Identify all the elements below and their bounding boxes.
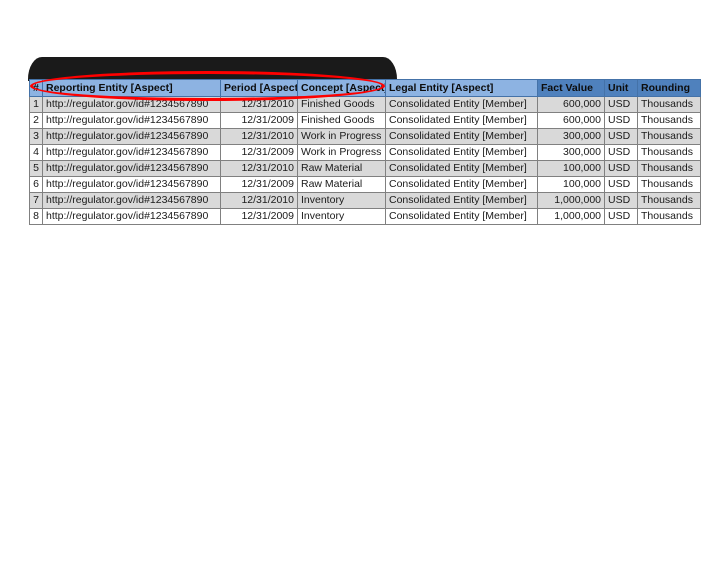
cell-legal[interactable]: Consolidated Entity [Member] xyxy=(385,112,538,129)
column-header-entity[interactable]: Reporting Entity [Aspect] xyxy=(42,79,221,97)
table-header: # Reporting Entity [Aspect] Period [Aspe… xyxy=(29,79,701,97)
cell-concept[interactable]: Raw Material xyxy=(297,176,386,193)
cell-fact[interactable]: 300,000 xyxy=(537,144,605,161)
cell-unit[interactable]: USD xyxy=(604,208,638,225)
table-row[interactable]: 6 http://regulator.gov/id#1234567890 12/31… xyxy=(29,176,701,193)
cell-period[interactable]: 12/31/2010 xyxy=(220,128,298,145)
cell-legal[interactable]: Consolidated Entity [Member] xyxy=(385,160,538,177)
cell-unit[interactable]: USD xyxy=(604,128,638,145)
cell-concept[interactable]: Work in Progress xyxy=(297,144,386,161)
cell-round[interactable]: Thousands xyxy=(637,128,701,145)
cell-index[interactable]: 3 xyxy=(29,128,43,145)
cell-period[interactable]: 12/31/2010 xyxy=(220,160,298,177)
cell-legal[interactable]: Consolidated Entity [Member] xyxy=(385,128,538,145)
table-row[interactable]: 3 http://regulator.gov/id#1234567890 12/31… xyxy=(29,128,701,145)
table-row[interactable]: 7 http://regulator.gov/id#1234567890 12/31… xyxy=(29,192,701,209)
column-header-fact-value[interactable]: Fact Value xyxy=(537,79,605,97)
cell-round[interactable]: Thousands xyxy=(637,144,701,161)
cell-entity[interactable]: http://regulator.gov/id#1234567890 xyxy=(42,208,221,225)
fact-table: # Reporting Entity [Aspect] Period [Aspe… xyxy=(29,79,701,225)
column-header-index[interactable]: # xyxy=(29,79,43,97)
cell-period[interactable]: 12/31/2010 xyxy=(220,96,298,113)
column-header-concept[interactable]: Concept [Aspect] xyxy=(297,79,386,97)
cell-period[interactable]: 12/31/2009 xyxy=(220,176,298,193)
cell-unit[interactable]: USD xyxy=(604,112,638,129)
cell-entity[interactable]: http://regulator.gov/id#1234567890 xyxy=(42,96,221,113)
cell-unit[interactable]: USD xyxy=(604,160,638,177)
cell-round[interactable]: Thousands xyxy=(637,96,701,113)
cell-index[interactable]: 1 xyxy=(29,96,43,113)
cell-round[interactable]: Thousands xyxy=(637,176,701,193)
table-header-row: # Reporting Entity [Aspect] Period [Aspe… xyxy=(29,79,701,97)
cell-entity[interactable]: http://regulator.gov/id#1234567890 xyxy=(42,176,221,193)
cell-concept[interactable]: Inventory xyxy=(297,192,386,209)
cell-fact[interactable]: 100,000 xyxy=(537,176,605,193)
table-row[interactable]: 4 http://regulator.gov/id#1234567890 12/31… xyxy=(29,144,701,161)
table-row[interactable]: 2 http://regulator.gov/id#1234567890 12/31… xyxy=(29,112,701,129)
cell-index[interactable]: 5 xyxy=(29,160,43,177)
table-body: 1 http://regulator.gov/id#1234567890 12/31… xyxy=(29,96,701,225)
cell-unit[interactable]: USD xyxy=(604,144,638,161)
cell-concept[interactable]: Inventory xyxy=(297,208,386,225)
cell-fact[interactable]: 600,000 xyxy=(537,112,605,129)
cell-fact[interactable]: 100,000 xyxy=(537,160,605,177)
cell-legal[interactable]: Consolidated Entity [Member] xyxy=(385,176,538,193)
cell-legal[interactable]: Consolidated Entity [Member] xyxy=(385,208,538,225)
column-header-rounding[interactable]: Rounding xyxy=(637,79,701,97)
cell-period[interactable]: 12/31/2009 xyxy=(220,112,298,129)
cell-concept[interactable]: Finished Goods xyxy=(297,96,386,113)
cell-unit[interactable]: USD xyxy=(604,96,638,113)
cell-round[interactable]: Thousands xyxy=(637,192,701,209)
cell-entity[interactable]: http://regulator.gov/id#1234567890 xyxy=(42,128,221,145)
cell-entity[interactable]: http://regulator.gov/id#1234567890 xyxy=(42,192,221,209)
cell-unit[interactable]: USD xyxy=(604,176,638,193)
cell-index[interactable]: 2 xyxy=(29,112,43,129)
cell-round[interactable]: Thousands xyxy=(637,112,701,129)
table-row[interactable]: 5 http://regulator.gov/id#1234567890 12/31… xyxy=(29,160,701,177)
cell-fact[interactable]: 600,000 xyxy=(537,96,605,113)
table-row[interactable]: 1 http://regulator.gov/id#1234567890 12/31… xyxy=(29,96,701,113)
column-header-unit[interactable]: Unit xyxy=(604,79,638,97)
redaction-bar xyxy=(28,57,397,81)
cell-period[interactable]: 12/31/2010 xyxy=(220,192,298,209)
cell-fact[interactable]: 300,000 xyxy=(537,128,605,145)
cell-fact[interactable]: 1,000,000 xyxy=(537,192,605,209)
cell-entity[interactable]: http://regulator.gov/id#1234567890 xyxy=(42,144,221,161)
cell-entity[interactable]: http://regulator.gov/id#1234567890 xyxy=(42,160,221,177)
cell-entity[interactable]: http://regulator.gov/id#1234567890 xyxy=(42,112,221,129)
cell-fact[interactable]: 1,000,000 xyxy=(537,208,605,225)
cell-legal[interactable]: Consolidated Entity [Member] xyxy=(385,192,538,209)
cell-concept[interactable]: Work in Progress xyxy=(297,128,386,145)
cell-index[interactable]: 7 xyxy=(29,192,43,209)
cell-index[interactable]: 4 xyxy=(29,144,43,161)
fact-table-container: # Reporting Entity [Aspect] Period [Aspe… xyxy=(29,79,701,225)
cell-index[interactable]: 8 xyxy=(29,208,43,225)
cell-period[interactable]: 12/31/2009 xyxy=(220,208,298,225)
cell-unit[interactable]: USD xyxy=(604,192,638,209)
column-header-legal-entity[interactable]: Legal Entity [Aspect] xyxy=(385,79,538,97)
cell-concept[interactable]: Raw Material xyxy=(297,160,386,177)
cell-round[interactable]: Thousands xyxy=(637,208,701,225)
cell-legal[interactable]: Consolidated Entity [Member] xyxy=(385,144,538,161)
column-header-period[interactable]: Period [Aspect] xyxy=(220,79,298,97)
cell-index[interactable]: 6 xyxy=(29,176,43,193)
cell-round[interactable]: Thousands xyxy=(637,160,701,177)
cell-legal[interactable]: Consolidated Entity [Member] xyxy=(385,96,538,113)
cell-concept[interactable]: Finished Goods xyxy=(297,112,386,129)
cell-period[interactable]: 12/31/2009 xyxy=(220,144,298,161)
table-row[interactable]: 8 http://regulator.gov/id#1234567890 12/31… xyxy=(29,208,701,225)
